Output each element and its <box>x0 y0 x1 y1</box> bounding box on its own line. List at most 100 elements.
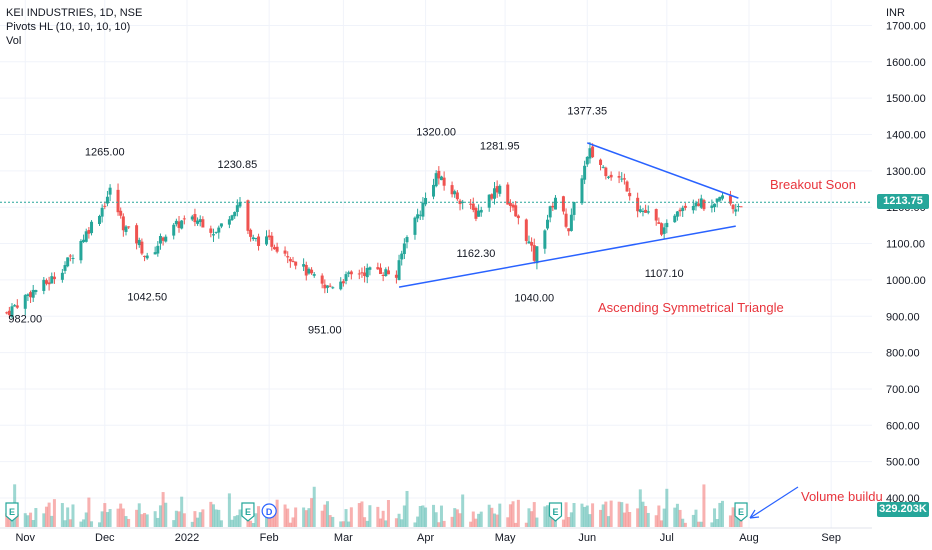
candle-body <box>487 194 491 208</box>
volume-bar <box>495 514 499 527</box>
candle-body <box>63 265 67 271</box>
candle-body <box>180 220 184 229</box>
volume-bar <box>26 515 30 527</box>
volume-bar <box>394 518 398 527</box>
volume-bar <box>583 506 587 527</box>
candle-body <box>349 271 353 275</box>
volume-bar <box>734 509 738 527</box>
volume-bar <box>474 518 478 527</box>
svg-text:E: E <box>245 507 251 517</box>
volume-bar <box>400 519 404 527</box>
price-tick: 900.00 <box>886 311 920 323</box>
candle-body <box>119 210 123 216</box>
candle-body <box>304 264 308 276</box>
volume-bar <box>402 505 406 527</box>
candle-body <box>227 219 231 225</box>
candle-body <box>71 257 75 259</box>
candle-body <box>394 274 398 278</box>
candle-body <box>506 184 510 205</box>
price-tick: 1100.00 <box>886 239 925 251</box>
volume-bar <box>100 511 104 527</box>
volume-bar <box>508 504 512 527</box>
volume-bar <box>421 505 425 527</box>
time-tick: Feb <box>260 532 279 544</box>
volume-bar <box>52 499 56 527</box>
candle-body <box>5 312 9 314</box>
candle-body <box>209 228 213 233</box>
volume-bar <box>265 516 269 527</box>
price-axis: 1700.001600.001500.001400.001300.001200.… <box>886 20 926 505</box>
candle-body <box>347 272 351 274</box>
candle-body <box>15 305 19 308</box>
candle-body <box>739 206 743 208</box>
volume-bar <box>702 484 706 527</box>
candle-body <box>405 237 409 243</box>
candle-body <box>23 295 27 309</box>
volume-bar <box>251 522 255 527</box>
symbol-title[interactable]: KEI INDUSTRIES, 1D, NSE <box>6 7 143 19</box>
candle-body <box>628 192 632 197</box>
candle-body <box>177 221 181 228</box>
candle-body <box>153 252 157 255</box>
pivot-label-high: 1320.00 <box>416 127 456 139</box>
price-tick: 700.00 <box>886 384 920 396</box>
candle-body <box>344 274 348 281</box>
currency-label: INR <box>886 7 905 19</box>
earnings-marker[interactable]: E <box>5 502 19 522</box>
candle-body <box>580 178 584 204</box>
earnings-marker[interactable]: E <box>241 502 255 522</box>
indicator-pivots[interactable]: Pivots HL (10, 10, 10, 10) <box>6 21 131 33</box>
candle-body <box>702 200 706 210</box>
volume-bar <box>307 508 311 527</box>
volume-bar <box>325 501 329 527</box>
volume-bar <box>601 504 605 527</box>
volume-bar <box>673 507 677 527</box>
volume-bar <box>506 517 510 527</box>
candle-body <box>718 196 722 201</box>
volume-bar <box>347 521 351 527</box>
volume-bar <box>331 516 335 527</box>
candle-body <box>474 208 478 219</box>
earnings-marker[interactable]: E <box>734 502 748 522</box>
trendline-lower[interactable] <box>398 225 736 288</box>
candle-body <box>193 214 197 223</box>
candle-body <box>121 216 125 231</box>
candle-body <box>569 214 573 231</box>
candle-body <box>553 197 557 210</box>
volume-bar <box>386 499 390 527</box>
candle-body <box>535 246 539 264</box>
indicator-volume[interactable]: Vol <box>6 35 22 47</box>
trendline-upper[interactable] <box>587 142 739 199</box>
time-tick: Aug <box>739 532 759 544</box>
candle-body <box>662 227 666 234</box>
volume-bar <box>599 509 603 527</box>
candle-body <box>217 227 221 233</box>
candle-body <box>532 245 536 261</box>
candle-body <box>386 270 390 275</box>
volume-bar <box>291 517 295 527</box>
time-axis: Nov Dec 2022 Feb Mar Apr May Jun Jul Aug Sep <box>15 532 840 544</box>
volume-bar <box>376 506 380 527</box>
volume-bar <box>455 509 459 527</box>
dividend-marker[interactable]: D <box>261 503 277 519</box>
pivot-label-low: 1162.30 <box>456 248 495 260</box>
candle-body <box>495 186 499 193</box>
volume-bar <box>320 510 324 527</box>
candle-body <box>622 178 626 180</box>
volume-bar <box>683 522 687 527</box>
candle-body <box>100 207 104 217</box>
earnings-marker[interactable]: E <box>548 502 563 522</box>
candle-body <box>233 212 237 217</box>
volume-bar <box>312 486 316 527</box>
volume-bar <box>636 508 640 527</box>
candle-body <box>161 237 165 241</box>
volume-bar <box>439 505 443 527</box>
candle-body <box>694 202 698 207</box>
candle-body <box>455 192 459 200</box>
candle-body <box>477 210 481 217</box>
volume-bar <box>254 513 258 527</box>
volume-bar <box>137 503 141 527</box>
candle-body <box>381 274 385 276</box>
